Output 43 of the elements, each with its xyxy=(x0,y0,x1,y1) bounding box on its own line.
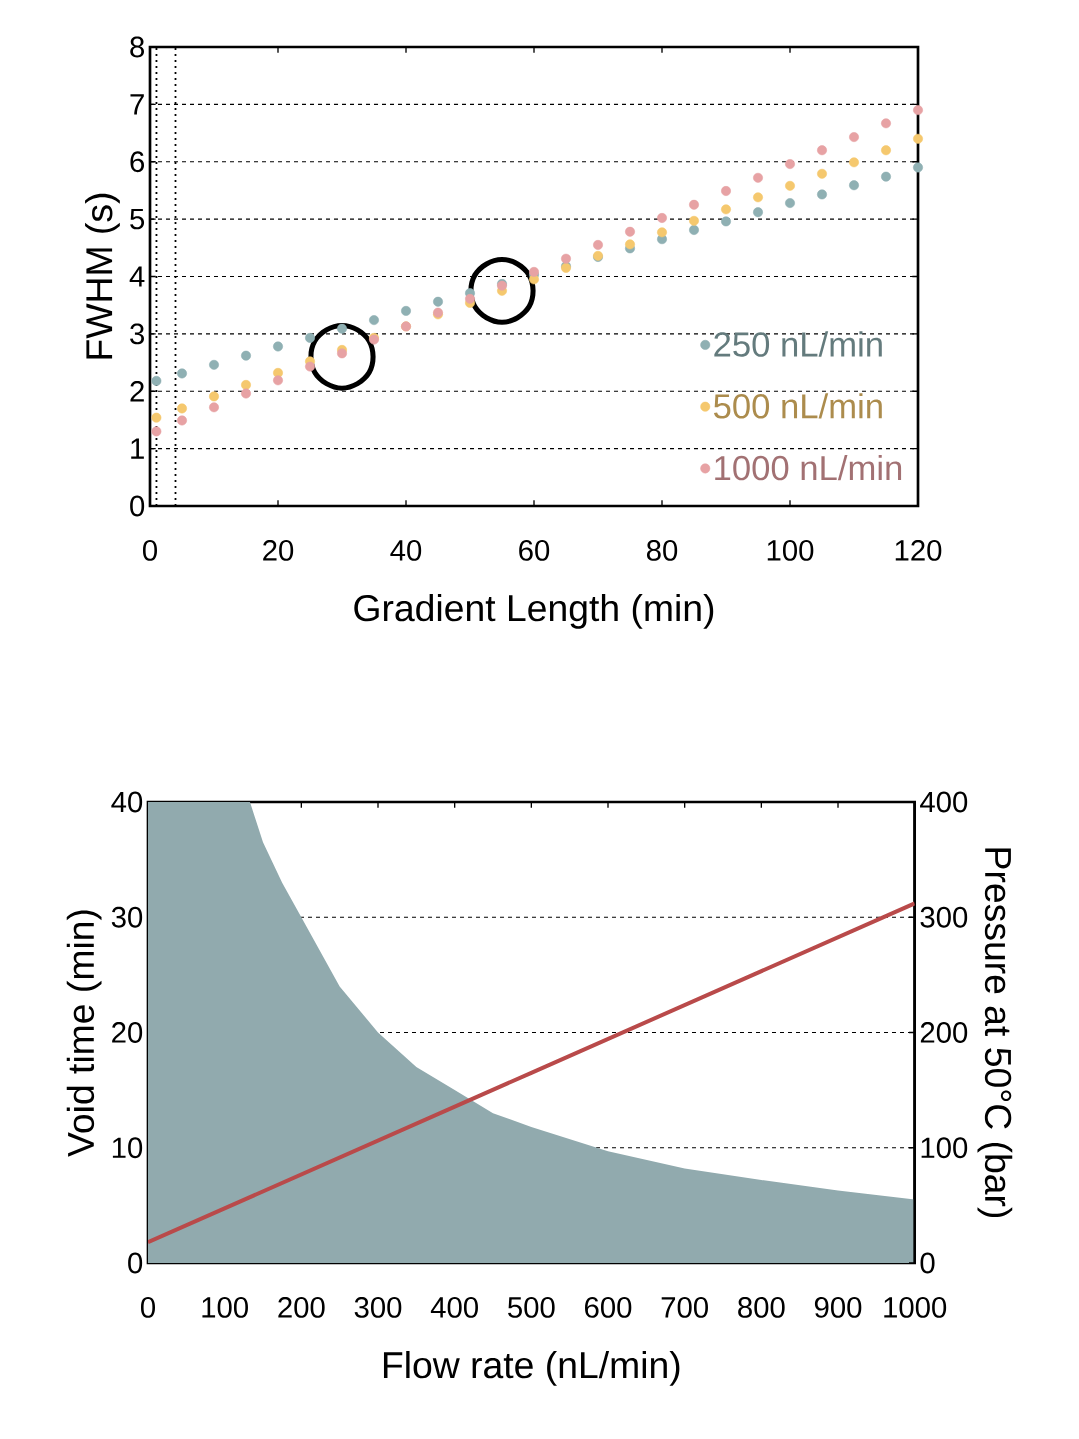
x-axis-title: Flow rate (nL/min) xyxy=(383,1350,680,1386)
y2-axis-title: Pressure at 50°C (bar) xyxy=(977,848,1013,1218)
y-tick-label: 40 xyxy=(111,791,143,813)
y-tick-label: 30 xyxy=(111,906,143,928)
x-tick-label: 20 xyxy=(263,540,294,561)
x-tick-label: 300 xyxy=(354,1297,402,1318)
x-tick-label: 1000 xyxy=(884,1297,947,1318)
x-tick-label: 40 xyxy=(390,540,422,561)
x-tick-label: 800 xyxy=(738,1297,785,1318)
y-tick-label: 0 xyxy=(130,495,145,517)
legend-label: 250 nL/min xyxy=(714,331,882,357)
y-tick-label: 7 xyxy=(130,94,144,115)
y-tick-label: 3 xyxy=(130,323,145,345)
y-tick-label: 4 xyxy=(129,266,145,287)
y2-tick-label: 0 xyxy=(920,1252,935,1274)
x-tick-label: 400 xyxy=(430,1297,478,1318)
x-tick-label: 100 xyxy=(202,1297,248,1318)
x-tick-label: 200 xyxy=(278,1297,325,1318)
x-tick-label: 60 xyxy=(519,540,550,561)
y-tick-label: 2 xyxy=(130,380,144,402)
x-tick-label: 500 xyxy=(508,1297,555,1318)
y-axis-title: Void time (min) xyxy=(66,910,102,1157)
x-tick-label: 100 xyxy=(767,540,814,561)
y2-tick-label: 100 xyxy=(921,1137,968,1159)
legend-label: 500 nL/min xyxy=(713,393,882,419)
x-tick-label: 80 xyxy=(646,540,678,561)
x-tick-label: 600 xyxy=(585,1297,632,1318)
y2-tick-label: 200 xyxy=(920,1022,968,1043)
y-tick-label: 8 xyxy=(130,36,145,58)
x-tick-label: 700 xyxy=(661,1297,708,1318)
y-tick-label: 10 xyxy=(112,1137,143,1159)
y2-tick-label: 300 xyxy=(920,906,968,928)
x-axis-title: Gradient Length (min) xyxy=(354,593,714,629)
x-tick-label: 900 xyxy=(814,1297,862,1318)
y-tick-label: 20 xyxy=(112,1022,143,1043)
y-tick-label: 6 xyxy=(130,151,145,173)
y-tick-label: 5 xyxy=(130,208,145,230)
y2-tick-label: 400 xyxy=(920,791,968,813)
legend-label: 1000 nL/min xyxy=(715,454,902,481)
y-tick-label: 1 xyxy=(131,438,144,459)
y-tick-label: 0 xyxy=(128,1252,143,1274)
x-tick-label: 120 xyxy=(895,540,942,561)
y-axis-title: FWHM (s) xyxy=(85,193,120,359)
